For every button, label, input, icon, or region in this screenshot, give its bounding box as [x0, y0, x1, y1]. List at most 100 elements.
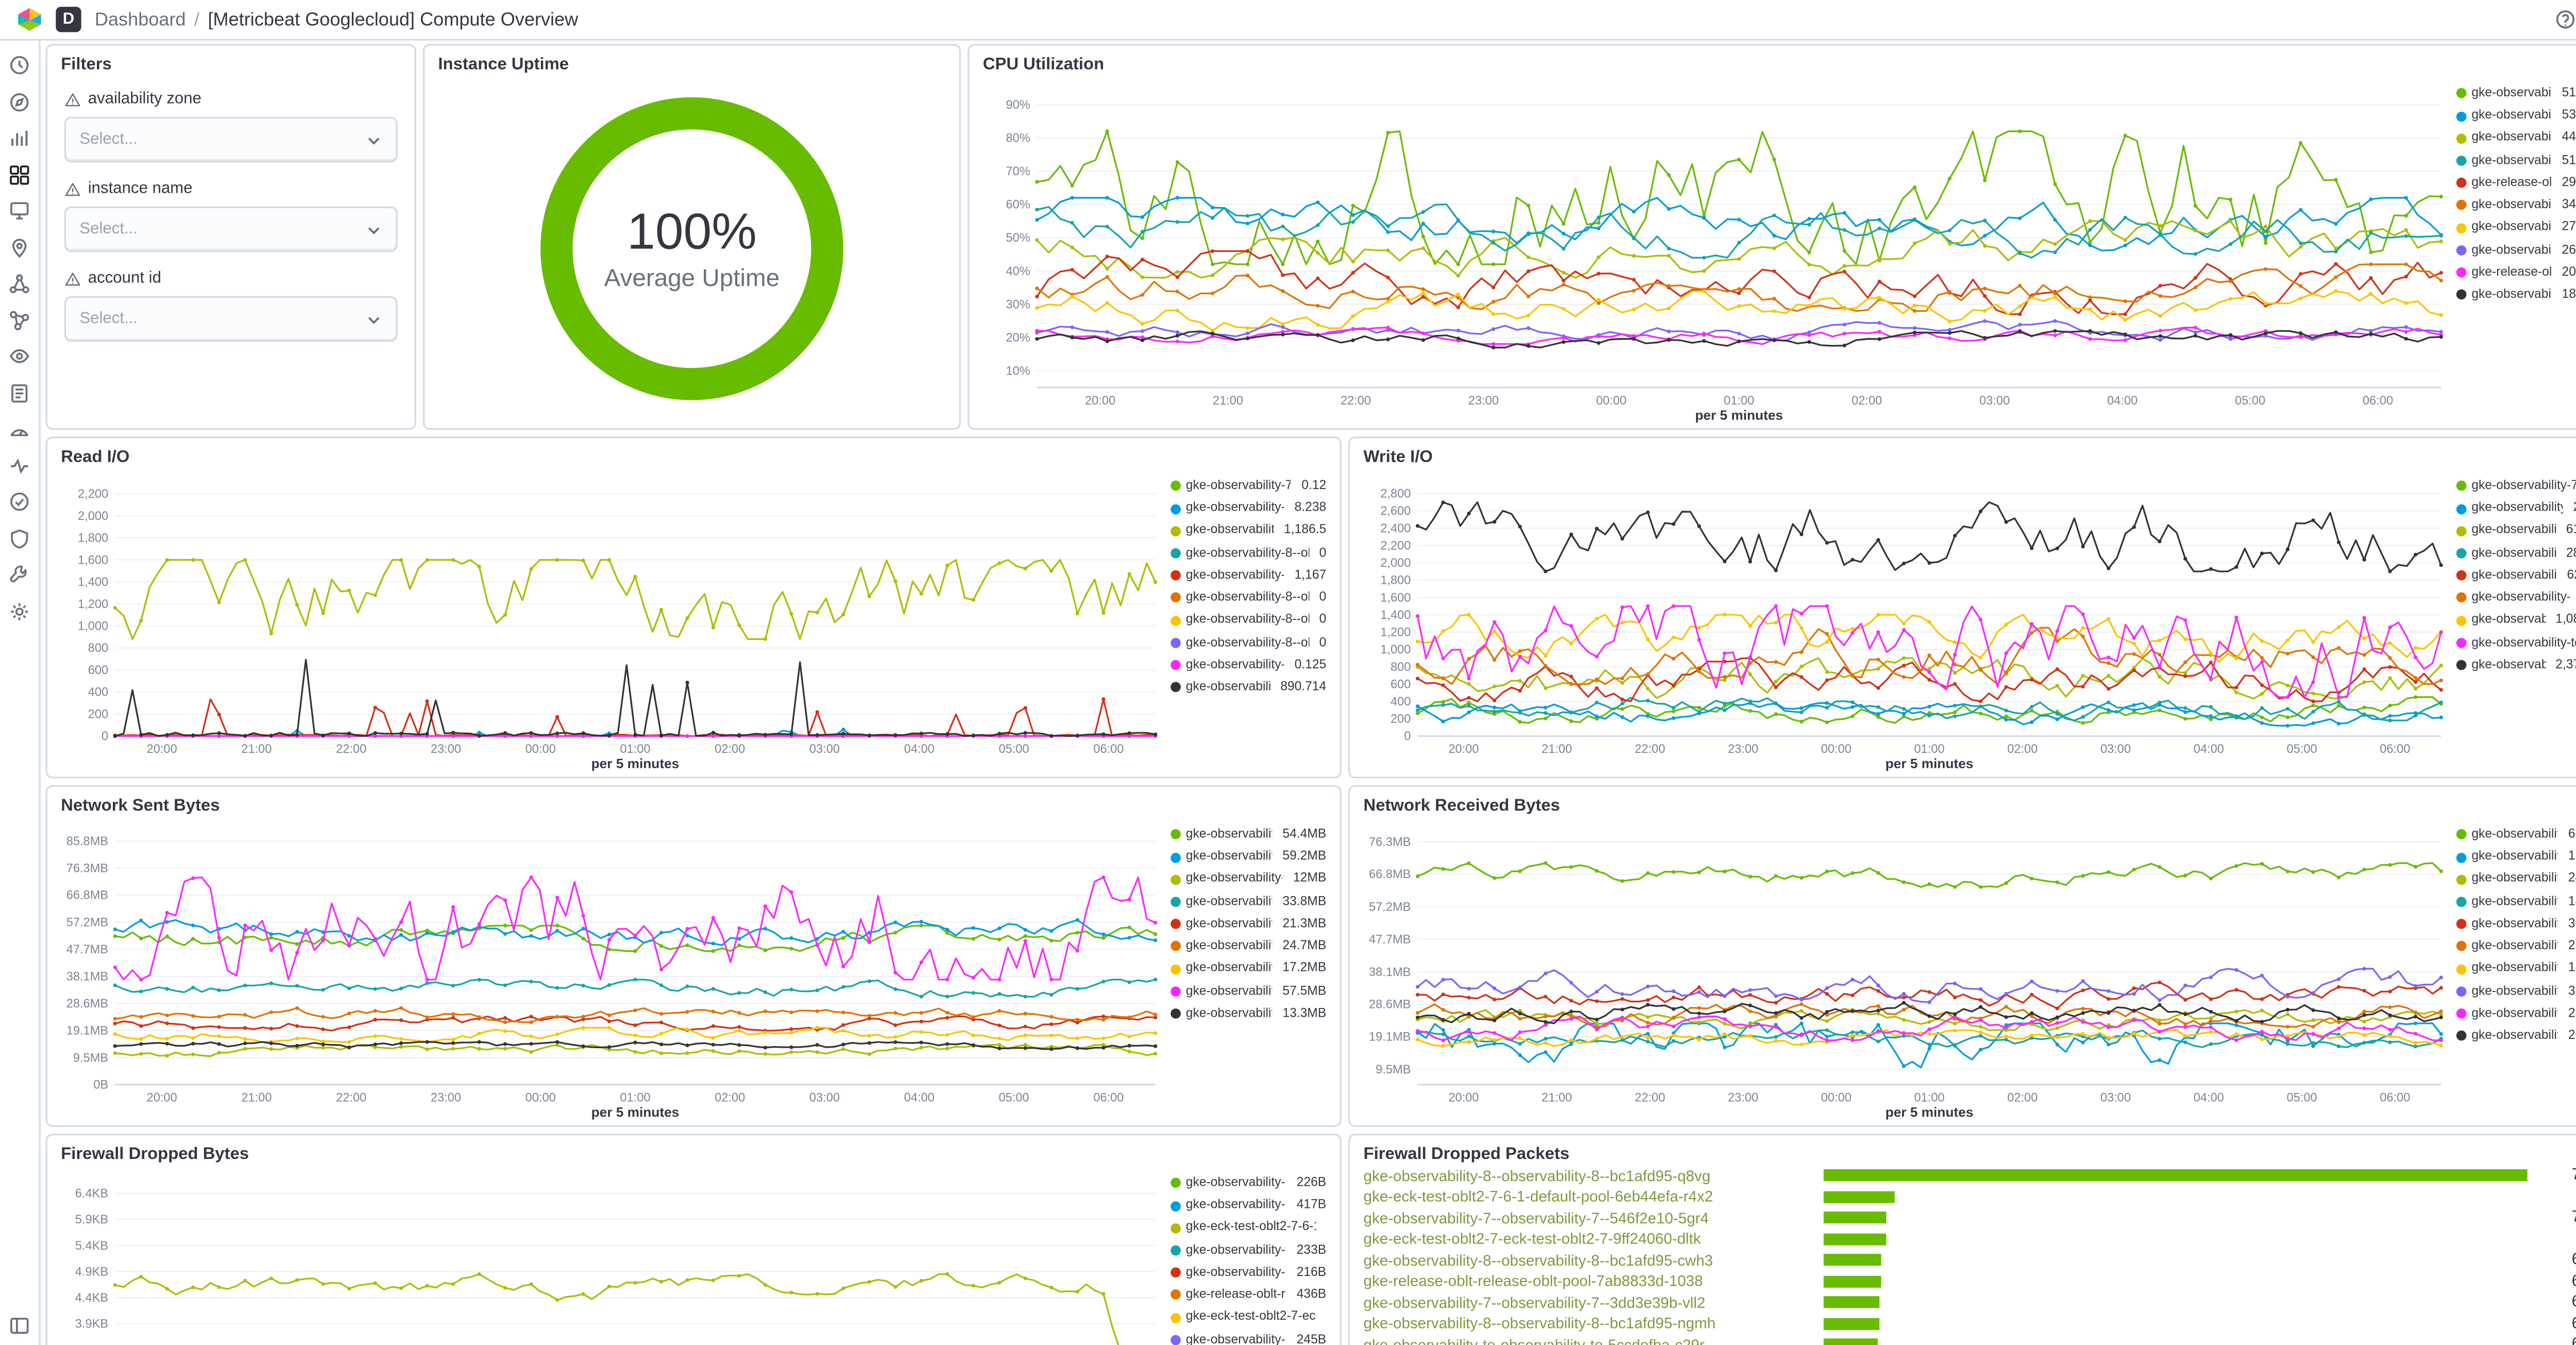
legend-item[interactable]: gke-observability-te-... 618.643: [2456, 523, 2576, 538]
bar-row[interactable]: gke-observability-7--observability-7--54…: [1364, 1208, 2576, 1226]
legend-item[interactable]: gke-observability-7--o... 8.238: [1171, 500, 1326, 516]
legend-item[interactable]: gke-observability-7-... 13.3MB: [1171, 1004, 1327, 1021]
sidebar-item-visualize[interactable]: [7, 125, 32, 150]
legend-item[interactable]: gke-observability-7-... 51.072%: [2456, 153, 2576, 168]
sidebar-item-apm[interactable]: [7, 452, 32, 478]
legend-item[interactable]: gke-observability-te-obs...740: [2456, 635, 2576, 650]
legend-item[interactable]: gke-observability-7-... 53.193%: [2456, 108, 2576, 123]
legend-item[interactable]: gke-observability-8--o... 1,167: [1171, 567, 1326, 583]
legend-item[interactable]: gke-observability-7-... 34.093%: [2456, 197, 2576, 212]
firewall-dropped-bytes-chart[interactable]: 6.4KB5.9KB5.4KB4.9KB4.4KB3.9KB3.4KB2.9KB…: [54, 1166, 1164, 1345]
legend-item[interactable]: gke-observability-7--... 206.81: [2456, 500, 2576, 516]
bar-row[interactable]: gke-observability-8--observability-8--bc…: [1364, 1166, 2576, 1184]
legend-value: 13.3MB: [1282, 1004, 1327, 1020]
sidebar-item-metrics[interactable]: [7, 416, 32, 442]
sidebar-item-logs[interactable]: [7, 380, 32, 405]
legend-item[interactable]: gke-observability-te... 51.622%: [2456, 85, 2576, 100]
sidebar-item-observability[interactable]: [7, 344, 32, 369]
filter-availability-zone: availability zone Select...: [47, 78, 415, 167]
legend-item[interactable]: gke-observability-... 1,088.875: [2456, 612, 2576, 628]
legend-item[interactable]: gke-observability-8--obser... 0: [1171, 545, 1326, 560]
sidebar-item-discover[interactable]: [7, 89, 32, 114]
legend-item[interactable]: gke-observability-te-... 1,186.5: [1171, 523, 1326, 538]
legend-item[interactable]: gke-observability-8--... 18.1MB: [2456, 961, 2576, 976]
legend-item[interactable]: gke-observability-7-... 26.861%: [2456, 242, 2576, 257]
legend-item[interactable]: gke-eck-test-oblt2-7-eck-te...: [1171, 1310, 1326, 1324]
write-io-chart[interactable]: 2,800 2,600 2,400 2,200 2,000 1,800 1,600 1,400…: [1357, 469, 2449, 774]
legend-item[interactable]: gke-observability-8--obser... 0: [1171, 612, 1326, 628]
legend-item[interactable]: gke-observability-7--ob... 417B: [1171, 1197, 1326, 1213]
legend-item[interactable]: gke-observability-7--... 59.2MB: [1171, 849, 1326, 864]
sidebar-item-recently-viewed[interactable]: [7, 53, 32, 78]
legend-item[interactable]: gke-observability-7--... 66.6MB: [2456, 827, 2576, 842]
legend-item[interactable]: gke-release-oblt-rel... 29.869%: [2456, 175, 2576, 190]
legend-item[interactable]: gke-observability-8--... 18.4MB: [2456, 894, 2576, 909]
network-sent-bytes-chart[interactable]: 85.8MB 76.3MB 66.8MB 57.2MB 47.7MB 38.1MB 28.6…: [54, 817, 1164, 1122]
legend-item[interactable]: gke-observability-8--ob... 245B: [1171, 1332, 1326, 1345]
sidebar-item-dev-tools[interactable]: [7, 562, 32, 587]
legend-item[interactable]: gke-observability-8-... 18.924%: [2456, 287, 2576, 302]
legend-item[interactable]: gke-observability-8--... 17.2MB: [1171, 961, 1326, 976]
sidebar-item-machine-learning[interactable]: [7, 271, 32, 296]
legend-item[interactable]: gke-observability-8--obser... 0: [1171, 634, 1326, 650]
panel-title: CPU Utilization: [982, 56, 1105, 75]
bar-row[interactable]: gke-observability-8--observability-8--bc…: [1364, 1251, 2576, 1269]
legend-item[interactable]: gke-observability-8--... 627.411: [2456, 567, 2576, 583]
legend-item[interactable]: gke-observability-8--... 31.1MB: [2456, 916, 2576, 931]
legend-item[interactable]: gke-observability-te-o... 12MB: [1171, 870, 1327, 886]
legend-item[interactable]: gke-observability-8--... 21.3MB: [1171, 916, 1326, 931]
bar-row[interactable]: gke-observability-te-observability-te-5c…: [1364, 1335, 2576, 1345]
legend-item[interactable]: gke-observability-te-... 24.1MB: [2456, 871, 2576, 886]
legend-item[interactable]: gke-observability-8-...919.5: [2456, 591, 2576, 605]
legend-item[interactable]: gke-observability-7--... 26.8MB: [2456, 1028, 2576, 1043]
bar-row[interactable]: gke-eck-test-oblt2-7-eck-test-oblt2-7-9f…: [1364, 1229, 2576, 1248]
legend-item[interactable]: gke-eck-test-oblt2-7-6-1-def...: [1171, 1221, 1326, 1235]
legend-item[interactable]: gke-observability-8--obser... 0: [1171, 590, 1326, 605]
sidebar-item-canvas[interactable]: [7, 198, 32, 223]
instance-name-select[interactable]: Select...: [64, 206, 398, 253]
legend-item[interactable]: gke-observability-7-... 2,379.714: [2456, 657, 2576, 672]
sidebar-item-dashboard[interactable]: [7, 162, 32, 187]
legend-item[interactable]: gke-observability-8--... 35.2MB: [2456, 983, 2576, 998]
legend-item[interactable]: gke-observability-7--obs... 0.12: [1171, 478, 1326, 493]
availability-zone-select[interactable]: Select...: [64, 116, 398, 163]
legend-item[interactable]: gke-observability-te-... 21.9MB: [2456, 1005, 2576, 1021]
sidebar-item-stack-management[interactable]: [7, 598, 32, 624]
legend-item[interactable]: gke-observability-te-ob... 233B: [1171, 1242, 1326, 1257]
legend-item[interactable]: gke-release-oblt-releas... 436B: [1171, 1287, 1326, 1302]
legend-item[interactable]: gke-observability-8--... 25.8MB: [2456, 938, 2576, 954]
network-received-bytes-chart[interactable]: 76.3MB 66.8MB 57.2MB 47.7MB 38.1MB 28.6MB 19.1…: [1357, 817, 2449, 1122]
sidebar-item-security[interactable]: [7, 526, 32, 551]
legend-item[interactable]: gke-observability-8--ob... 216B: [1171, 1265, 1326, 1280]
legend-item[interactable]: gke-observability-te... 44.532%: [2456, 130, 2576, 145]
legend-item[interactable]: gke-observability-8--... 289.692: [2456, 545, 2576, 560]
legend-item[interactable]: gke-observability-te... 27.599%: [2456, 220, 2576, 235]
legend-item[interactable]: gke-observability-te-ob... 0.125: [1171, 657, 1326, 672]
legend-item[interactable]: gke-observability-7-... 890.714: [1171, 679, 1326, 695]
bar-row[interactable]: gke-release-oblt-release-oblt-pool-7ab88…: [1364, 1272, 2576, 1290]
firewall-dropped-packets-chart[interactable]: gke-observability-8--observability-8--bc…: [1364, 1166, 2576, 1345]
read-io-chart[interactable]: 2,200 2,000 1,800 1,600 1,400 1,200 1,000 800 60…: [54, 469, 1164, 774]
legend-item[interactable]: gke-observability-8--ob... 226B: [1171, 1175, 1326, 1190]
legend-item[interactable]: gke-observability-7--obs...284: [2456, 479, 2576, 493]
legend-item[interactable]: gke-observability-8--... 24.7MB: [1171, 938, 1326, 954]
breadcrumb-dashboard-link[interactable]: Dashboard: [94, 9, 186, 30]
legend-item[interactable]: gke-observability-8--... 33.8MB: [1171, 894, 1326, 909]
canvas-icon: [7, 199, 32, 222]
sidebar-item-maps[interactable]: [7, 234, 32, 260]
legend-item[interactable]: gke-observability-te-... 57.5MB: [1171, 983, 1326, 998]
legend-item[interactable]: gke-observability-7--... 13.8MB: [2456, 849, 2576, 864]
legend-value: 12MB: [1293, 870, 1327, 886]
cpu-utilization-chart[interactable]: 90% 80% 70% 60% 50% 40% 30% 20% 10% 20:00 21:00 22:…: [976, 76, 2450, 425]
legend-item[interactable]: gke-observability-7--... 54.4MB: [1171, 827, 1326, 842]
legend-item[interactable]: gke-release-oblt-rel... 20.335%: [2456, 264, 2576, 280]
elastic-logo[interactable]: [17, 7, 42, 32]
bar-row[interactable]: gke-eck-test-oblt2-7-6-1-default-pool-6e…: [1364, 1187, 2576, 1205]
bar-row[interactable]: gke-observability-7--observability-7--3d…: [1364, 1293, 2576, 1312]
sidebar-item-uptime[interactable]: [7, 489, 32, 514]
account-id-select[interactable]: Select...: [64, 296, 398, 342]
help-icon[interactable]: [2554, 8, 2576, 30]
collapse-menu-button[interactable]: [7, 1313, 32, 1338]
sidebar-item-graph[interactable]: [7, 307, 32, 332]
bar-row[interactable]: gke-observability-8--observability-8--bc…: [1364, 1314, 2576, 1333]
